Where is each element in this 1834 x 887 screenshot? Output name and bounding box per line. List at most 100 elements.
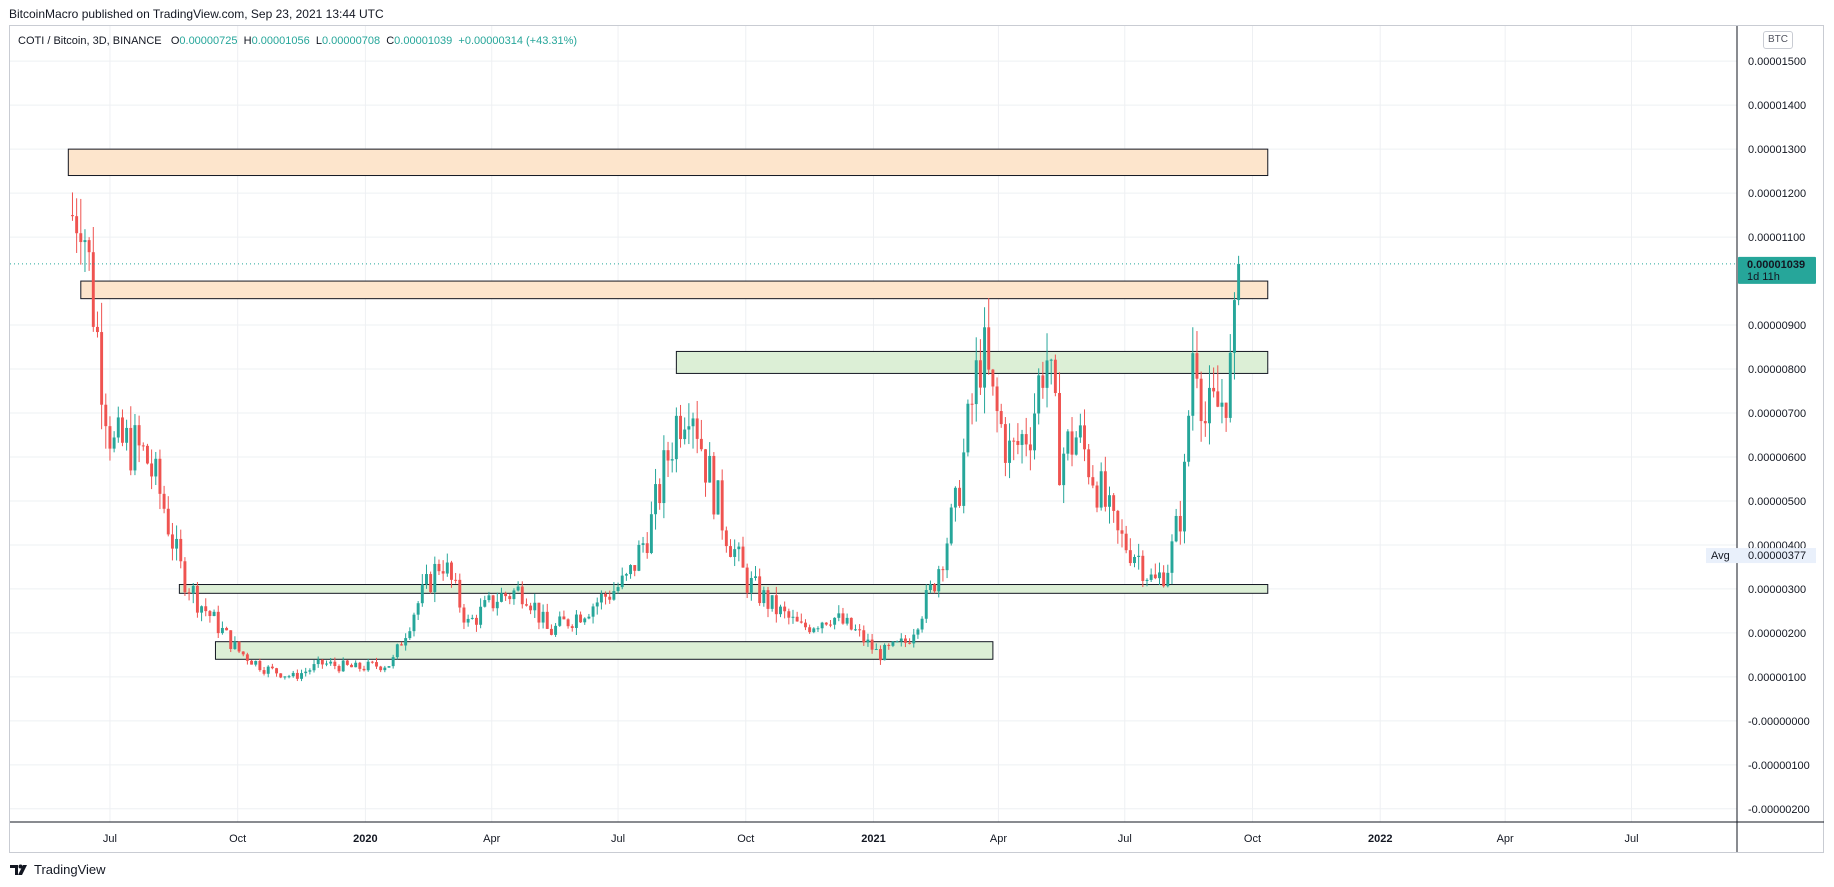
candle-body: [137, 425, 141, 446]
candle-body: [187, 592, 191, 594]
tradingview-footer[interactable]: TradingView: [10, 862, 106, 877]
candle-body: [912, 634, 916, 644]
candle-body: [1178, 515, 1182, 532]
candle-body: [133, 425, 137, 471]
tradingview-logo-icon: [10, 864, 27, 875]
candle-body: [400, 644, 403, 646]
candle-body: [599, 594, 603, 603]
candle-body: [1162, 572, 1166, 587]
support-zone: [675, 350, 1269, 374]
close-value: 0.00001039: [394, 35, 453, 47]
candle-body: [387, 666, 391, 668]
resistance-zone: [67, 148, 1269, 177]
candle-body: [87, 240, 91, 253]
candle-body: [1224, 402, 1228, 418]
candle-body: [795, 616, 799, 622]
price-tick-label: -0.00000200: [1748, 804, 1810, 816]
avg-label: Avg: [1711, 550, 1730, 562]
candle-body: [345, 660, 349, 665]
candle-body: [1020, 434, 1024, 445]
candle-body: [1024, 434, 1028, 445]
candle-body: [412, 614, 416, 632]
candle-body: [71, 215, 74, 217]
candle-body: [754, 576, 757, 578]
time-tick-label: Jul: [1118, 833, 1132, 845]
change-value: +0.00000314 (+43.31%): [458, 35, 578, 47]
candle-body: [437, 563, 441, 572]
candle-body: [200, 606, 204, 613]
candle-body: [966, 403, 970, 453]
price-tick-label: 0.00001400: [1748, 100, 1806, 112]
candle-body: [774, 595, 778, 615]
candle-body: [370, 661, 374, 663]
candle-body: [645, 543, 649, 554]
candle-body: [858, 629, 862, 631]
candle-body: [329, 661, 333, 664]
candle-body: [491, 595, 495, 609]
time-tick-label: Jul: [103, 833, 117, 845]
candle-body: [745, 567, 749, 593]
candle-body: [524, 604, 528, 606]
candle-body: [958, 487, 962, 506]
candle-body: [429, 574, 433, 593]
candle-body: [779, 606, 782, 615]
price-tick-label: 0.00000200: [1748, 628, 1806, 640]
candle-body: [129, 427, 133, 471]
candle-body: [1191, 353, 1195, 416]
candle-body: [612, 591, 616, 600]
candle-body: [820, 622, 824, 629]
candle-body: [1137, 555, 1141, 557]
candle-body: [920, 618, 924, 630]
candle-body: [162, 493, 166, 509]
time-tick-label: 2022: [1368, 833, 1392, 845]
last-price-value: 0.00001039: [1747, 259, 1805, 271]
candle-body: [320, 659, 324, 665]
candle-body: [699, 438, 703, 450]
candle-body: [949, 507, 953, 544]
candle-body: [1091, 477, 1095, 486]
avg-badge: [1706, 548, 1816, 564]
close-label: C: [386, 35, 395, 47]
symbol-name[interactable]: COTI / Bitcoin, 3D, BINANCE: [18, 35, 162, 47]
candle-body: [629, 565, 633, 575]
candle-body: [141, 445, 145, 447]
candle-body: [674, 415, 678, 460]
candle-body: [454, 579, 458, 581]
candle-body: [741, 546, 745, 568]
candle-body: [662, 450, 666, 504]
candle-body: [849, 617, 853, 630]
candle-body: [125, 427, 129, 443]
candle-body: [1008, 440, 1012, 463]
candle-body: [724, 530, 728, 547]
grid-lines: [10, 26, 1737, 822]
high-label: H: [243, 35, 252, 47]
candle-body: [1070, 431, 1074, 455]
candle-body: [287, 676, 291, 678]
candle-body: [100, 332, 104, 405]
candle-body: [1012, 440, 1016, 442]
currency-chip[interactable]: BTC: [1763, 31, 1793, 49]
candle-body: [1108, 495, 1111, 507]
resistance-zone: [80, 280, 1269, 300]
candle-body: [570, 626, 574, 628]
candle-body: [1187, 415, 1191, 462]
candle-body: [508, 596, 512, 600]
candle-body: [1045, 360, 1049, 388]
candle-body: [1037, 375, 1041, 414]
candle-body: [824, 622, 828, 625]
avg-value: 0.00000377: [1748, 550, 1806, 562]
candle-body: [166, 508, 170, 535]
candle-body: [1133, 556, 1136, 564]
candle-body: [325, 663, 328, 665]
time-tick-label: 2021: [861, 833, 885, 845]
candle-body: [479, 606, 483, 625]
price-tick-label: 0.00000800: [1748, 364, 1806, 376]
published-by-text: BitcoinMacro published on TradingView.co…: [9, 7, 384, 21]
candle-body: [691, 418, 695, 427]
candle-body: [641, 543, 645, 545]
candle-body: [833, 617, 837, 625]
candle-body: [1145, 579, 1149, 581]
candle-body: [729, 546, 732, 557]
candle-body: [987, 327, 991, 370]
